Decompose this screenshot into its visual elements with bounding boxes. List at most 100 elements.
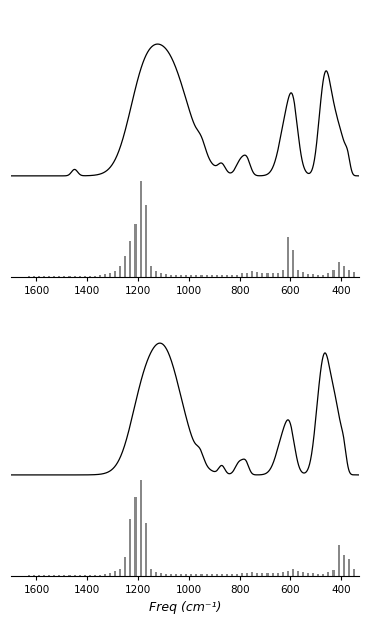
Bar [277, 573, 279, 576]
Bar [348, 559, 350, 576]
Bar [353, 569, 355, 576]
Bar [119, 569, 121, 576]
Bar [287, 237, 289, 278]
Bar [139, 181, 142, 278]
Bar [109, 573, 111, 576]
Bar [48, 276, 50, 278]
Bar [292, 250, 294, 278]
Bar [256, 573, 258, 576]
Bar [216, 276, 218, 278]
Bar [211, 574, 213, 576]
Bar [68, 276, 71, 278]
Bar [145, 523, 147, 576]
Bar [292, 569, 294, 576]
Bar [114, 571, 116, 576]
Bar [337, 546, 340, 576]
Bar [170, 276, 172, 278]
Bar [282, 572, 284, 576]
Bar [256, 272, 258, 278]
Bar [231, 574, 233, 576]
Bar [277, 273, 279, 278]
Bar [150, 266, 152, 278]
Bar [165, 574, 167, 576]
Bar [79, 276, 81, 278]
Bar [134, 498, 137, 576]
Bar [155, 572, 157, 576]
Bar [262, 573, 263, 576]
Bar [246, 573, 248, 576]
Bar [28, 276, 30, 278]
Bar [262, 273, 263, 278]
Bar [190, 574, 192, 576]
Bar [226, 574, 228, 576]
Bar [221, 574, 223, 576]
Bar [139, 480, 142, 576]
Bar [124, 557, 127, 576]
Bar [134, 224, 137, 278]
Bar [327, 273, 329, 278]
Bar [180, 276, 182, 278]
Bar [348, 269, 350, 278]
Bar [165, 274, 167, 278]
Bar [302, 272, 304, 278]
Bar [145, 205, 147, 278]
Bar [74, 276, 75, 278]
Bar [327, 572, 329, 576]
Bar [185, 276, 187, 278]
Bar [58, 276, 60, 278]
Bar [201, 276, 202, 278]
Bar [333, 569, 334, 576]
Bar [337, 262, 340, 278]
Bar [241, 273, 243, 278]
Bar [312, 573, 314, 576]
Bar [195, 574, 198, 576]
Bar [221, 276, 223, 278]
Bar [38, 276, 40, 278]
Bar [317, 574, 319, 576]
Bar [322, 574, 324, 576]
Bar [130, 519, 131, 576]
Bar [307, 274, 309, 278]
Bar [246, 273, 248, 278]
Bar [124, 256, 127, 278]
Bar [251, 572, 253, 576]
Bar [175, 276, 177, 278]
Bar [322, 276, 324, 278]
Bar [84, 276, 86, 278]
Bar [343, 555, 345, 576]
Bar [155, 271, 157, 278]
Bar [343, 266, 345, 278]
Bar [160, 273, 162, 278]
Bar [333, 269, 334, 278]
Bar [241, 573, 243, 576]
Bar [216, 574, 218, 576]
Bar [317, 276, 319, 278]
Bar [353, 272, 355, 278]
Bar [266, 573, 269, 576]
Bar [307, 573, 309, 576]
Bar [236, 276, 238, 278]
Bar [99, 276, 101, 278]
Bar [160, 573, 162, 576]
Bar [287, 571, 289, 576]
Bar [190, 276, 192, 278]
Bar [206, 276, 208, 278]
Bar [211, 276, 213, 278]
Bar [195, 276, 198, 278]
Bar [104, 574, 106, 576]
Bar [312, 274, 314, 278]
Bar [43, 276, 45, 278]
Bar [104, 274, 106, 278]
Bar [185, 574, 187, 576]
Bar [180, 574, 182, 576]
Bar [251, 271, 253, 278]
Bar [89, 276, 91, 278]
Bar [63, 276, 65, 278]
Bar [119, 266, 121, 278]
Bar [53, 276, 55, 278]
Bar [297, 571, 299, 576]
Bar [130, 241, 131, 278]
Bar [272, 573, 273, 576]
Bar [297, 269, 299, 278]
Bar [236, 574, 238, 576]
